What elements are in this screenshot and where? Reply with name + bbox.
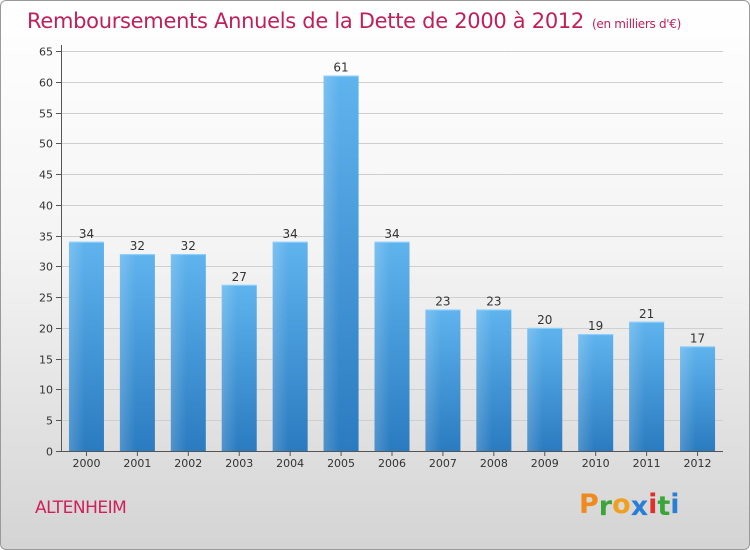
x-tick-label: 2001 xyxy=(123,457,151,470)
bar-highlight xyxy=(272,241,308,451)
logo-letter: i xyxy=(670,489,680,520)
bar-highlight xyxy=(476,309,512,451)
y-tick-label: 50 xyxy=(39,138,53,151)
bar-value-label: 23 xyxy=(486,294,501,308)
y-tick-label: 10 xyxy=(39,384,53,397)
bar-value-label: 32 xyxy=(130,239,145,253)
y-tick-label: 20 xyxy=(39,323,53,336)
bar-value-label: 34 xyxy=(384,227,399,241)
bar-value-label: 17 xyxy=(690,331,705,345)
bar-value-label: 20 xyxy=(537,313,552,327)
logo-letter: t xyxy=(657,491,671,522)
x-tick-label: 2007 xyxy=(429,457,457,470)
bar-value-label: 27 xyxy=(232,270,247,284)
y-tick-label: 15 xyxy=(39,354,53,367)
logo-letter: r xyxy=(598,491,613,522)
y-tick-label: 65 xyxy=(39,46,53,59)
bar-highlight xyxy=(170,254,206,451)
x-tick-label: 2005 xyxy=(327,457,355,470)
bar-highlight xyxy=(221,284,257,451)
y-tick-label: 0 xyxy=(46,446,53,459)
bar-highlight xyxy=(680,346,716,451)
y-tick-label: 45 xyxy=(39,169,53,182)
y-tick-label: 25 xyxy=(39,292,53,305)
x-tick-label: 2003 xyxy=(225,457,253,470)
bar-highlight xyxy=(578,334,614,451)
logo-letter: i xyxy=(648,489,658,520)
chart-unit-label: (en milliers d'€) xyxy=(592,17,682,31)
logo-letter: x xyxy=(630,491,649,522)
y-tick-label: 55 xyxy=(39,108,53,121)
bar-value-label: 61 xyxy=(333,61,348,75)
x-tick-label: 2002 xyxy=(174,457,202,470)
logo-letter: o xyxy=(612,489,631,520)
proxiti-logo: Proxiti xyxy=(579,489,680,522)
x-tick-label: 2006 xyxy=(378,457,406,470)
x-tick-label: 2012 xyxy=(684,457,712,470)
bar-highlight xyxy=(527,327,563,451)
bar-highlight xyxy=(119,254,155,451)
chart-title: Remboursements Annuels de la Dette de 20… xyxy=(27,9,681,33)
bar-value-label: 21 xyxy=(639,307,654,321)
bar-value-label: 34 xyxy=(79,227,94,241)
y-tick-label: 35 xyxy=(39,231,53,244)
bar-highlight xyxy=(374,241,410,451)
x-tick-label: 2008 xyxy=(480,457,508,470)
bar-value-label: 23 xyxy=(435,294,450,308)
bar-highlight xyxy=(68,241,104,451)
x-tick-label: 2011 xyxy=(633,457,661,470)
bar-value-label: 34 xyxy=(283,227,298,241)
y-tick-label: 60 xyxy=(39,77,53,90)
x-tick-label: 2009 xyxy=(531,457,559,470)
logo-letter: P xyxy=(579,489,599,520)
y-tick-label: 40 xyxy=(39,200,53,213)
bar-value-label: 19 xyxy=(588,319,603,333)
city-name: ALTENHEIM xyxy=(35,498,127,518)
bar-highlight xyxy=(425,309,461,451)
x-tick-label: 2004 xyxy=(276,457,304,470)
bar-value-label: 32 xyxy=(181,239,196,253)
x-tick-label: 2000 xyxy=(72,457,100,470)
x-tick-label: 2010 xyxy=(582,457,610,470)
bar-highlight xyxy=(323,75,359,451)
y-tick-label: 30 xyxy=(39,261,53,274)
y-tick-label: 5 xyxy=(46,415,53,428)
bar-highlight xyxy=(629,321,665,451)
chart-title-text: Remboursements Annuels de la Dette de 20… xyxy=(27,9,584,33)
